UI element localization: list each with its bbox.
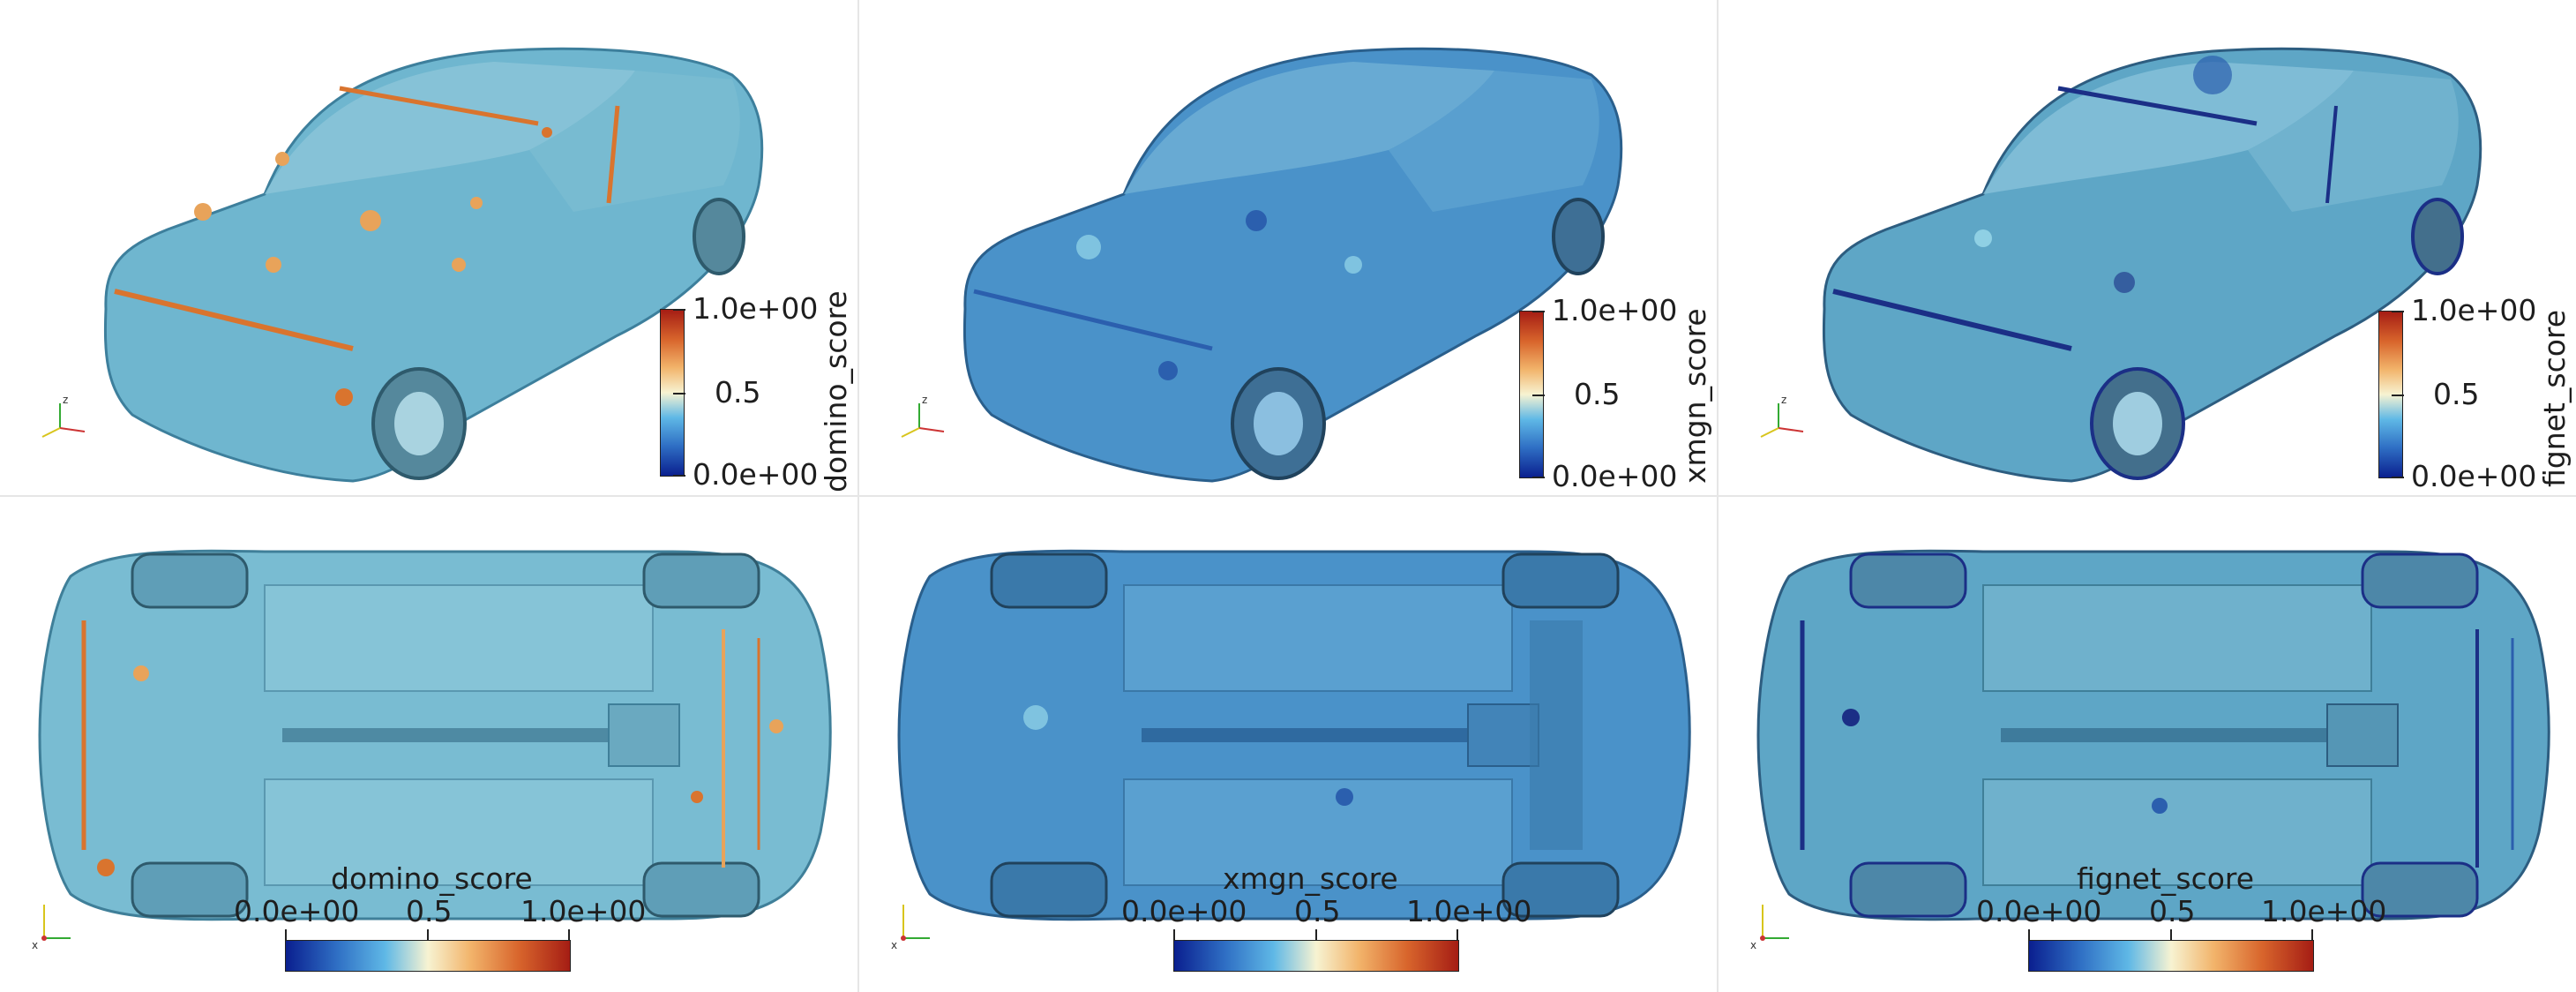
colorbar-title: domino_score: [819, 290, 853, 492]
car-underbody-render: [38, 549, 832, 921]
colorbar-max-label: 1.0e+00: [2261, 894, 2387, 928]
car-underbody-render: [897, 549, 1691, 921]
colorbar-min-label: 0.0e+00: [1976, 894, 2102, 928]
colorbar-min-label: 0.0e+00: [1121, 894, 1247, 928]
orientation-axes-icon: z: [41, 394, 86, 438]
render-panel-xmgn-bottom[interactable]: x xmgn_score 0.0e+00 0.5 1.0e+00: [859, 497, 1717, 992]
orientation-axes-icon: z: [901, 394, 945, 438]
orientation-axes-icon: x: [32, 905, 71, 951]
orientation-axes-icon: x: [891, 905, 930, 951]
render-panel-domino-bottom[interactable]: x domino_score 0.0e+00 0.5 1.0e+00: [0, 497, 857, 992]
colorbar-title: fignet_score: [2077, 861, 2255, 896]
colorbar-max-label: 1.0e+00: [693, 291, 819, 326]
svg-text:x: x: [1750, 939, 1756, 951]
colorbar-max-label: 1.0e+00: [1552, 293, 1678, 327]
colorbar-title: xmgn_score: [1678, 308, 1712, 484]
car-iso-render: [962, 47, 1623, 483]
svg-text:z: z: [922, 394, 927, 406]
colorbar-title: xmgn_score: [1223, 861, 1398, 896]
render-panel-fignet-bottom[interactable]: x fignet_score 0.0e+00 0.5 1.0e+00: [1719, 497, 2576, 992]
colorbar-mid-label: 0.5: [2433, 377, 2480, 411]
colorbar-mid-label: 0.5: [1294, 894, 1341, 928]
car-iso-render: [1822, 47, 2482, 483]
colorbar: [2028, 940, 2314, 972]
colorbar-mid-label: 0.5: [715, 375, 761, 410]
orientation-axes-icon: x: [1750, 905, 1789, 951]
colorbar-min-label: 0.0e+00: [693, 457, 819, 492]
colorbar-title: domino_score: [331, 861, 533, 896]
colorbar: [285, 940, 571, 972]
colorbar-max-label: 1.0e+00: [520, 894, 647, 928]
colorbar-mid-label: 0.5: [2149, 894, 2196, 928]
svg-text:x: x: [891, 939, 897, 951]
colorbar-min-label: 0.0e+00: [2411, 459, 2537, 493]
row-divider: [0, 495, 2576, 497]
render-panel-fignet-iso[interactable]: z 1.0e+00 0.5 0.0e+00 fignet_score: [1719, 0, 2576, 495]
svg-text:z: z: [63, 394, 68, 406]
colorbar-max-label: 1.0e+00: [2411, 293, 2537, 327]
colorbar-max-label: 1.0e+00: [1406, 894, 1532, 928]
colorbar: [1173, 940, 1459, 972]
car-iso-render: [103, 47, 764, 483]
svg-text:z: z: [1781, 394, 1786, 406]
colorbar-mid-label: 0.5: [1574, 377, 1621, 411]
render-panel-xmgn-iso[interactable]: z 1.0e+00 0.5 0.0e+00 xmgn_score: [859, 0, 1717, 495]
car-underbody-render: [1756, 549, 2550, 921]
colorbar-min-label: 0.0e+00: [1552, 459, 1678, 493]
colorbar-title: fignet_score: [2537, 309, 2572, 487]
render-panel-domino-iso[interactable]: z 1.0e+00 0.5 0.0e+00 domino_score: [0, 0, 857, 495]
orientation-axes-icon: z: [1760, 394, 1804, 438]
svg-text:x: x: [32, 939, 38, 951]
colorbar-min-label: 0.0e+00: [234, 894, 360, 928]
colorbar-mid-label: 0.5: [406, 894, 453, 928]
